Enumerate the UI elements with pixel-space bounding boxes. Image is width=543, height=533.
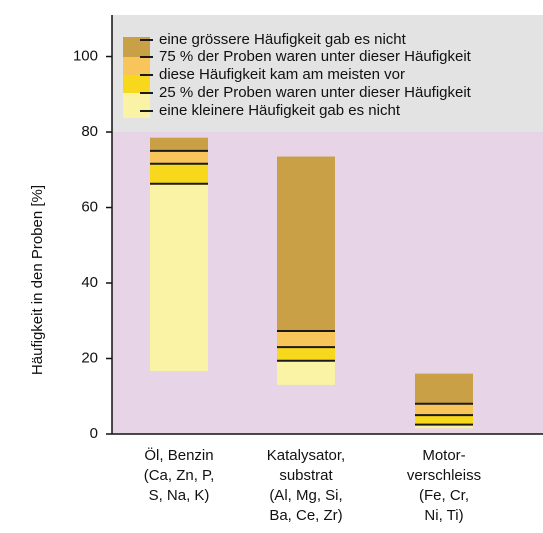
bar-segment xyxy=(415,373,473,404)
legend-swatch xyxy=(123,93,150,118)
legend-swatch xyxy=(123,75,150,93)
legend-label: eine grössere Häufigkeit gab es nicht xyxy=(159,31,407,48)
bar-segment xyxy=(415,415,473,425)
y-tick-label: 60 xyxy=(81,198,98,215)
x-tick-label: substrat xyxy=(279,467,333,484)
legend-label: 75 % der Proben waren unter dieser Häufi… xyxy=(159,48,472,65)
y-tick-label: 20 xyxy=(81,349,98,366)
legend-label: diese Häufigkeit kam am meisten vor xyxy=(159,66,405,83)
y-tick-label: 100 xyxy=(73,47,98,64)
x-tick-label: Motor- xyxy=(422,447,465,464)
x-tick-label: Katalysator, xyxy=(267,447,345,464)
y-tick-label: 40 xyxy=(81,274,98,291)
x-tick-label: (Al, Mg, Si, xyxy=(269,487,342,504)
bar-segment xyxy=(150,163,208,184)
x-tick-label: verschleiss xyxy=(407,467,481,484)
x-tick-label: (Fe, Cr, xyxy=(419,487,469,504)
x-tick-label: Ba, Ce, Zr) xyxy=(269,507,342,524)
y-tick-label: 80 xyxy=(81,123,98,140)
bar-segment xyxy=(415,424,473,429)
x-tick-label: S, Na, K) xyxy=(149,487,210,504)
x-tick-label: (Ca, Zn, P, xyxy=(144,467,215,484)
bar-segment xyxy=(277,330,335,348)
legend-label: eine kleinere Häufigkeit gab es nicht xyxy=(159,102,401,119)
bar-segment xyxy=(277,347,335,361)
bar-segment xyxy=(277,156,335,331)
legend-swatch xyxy=(123,57,150,75)
bar-segment xyxy=(415,403,473,416)
y-tick-label: 0 xyxy=(90,425,98,442)
bar-segment xyxy=(150,150,208,164)
background-band xyxy=(112,15,543,133)
x-tick-label: Ni, Ti) xyxy=(424,507,463,524)
bar-segment xyxy=(150,183,208,371)
legend-label: 25 % der Proben waren unter dieser Häufi… xyxy=(159,84,472,101)
bar-segment xyxy=(277,360,335,385)
y-axis-label: Häufigkeit in den Proben [%] xyxy=(29,185,46,375)
x-tick-label: Öl, Benzin xyxy=(144,446,213,464)
legend-swatch xyxy=(123,37,150,57)
bar-segment xyxy=(150,137,208,151)
